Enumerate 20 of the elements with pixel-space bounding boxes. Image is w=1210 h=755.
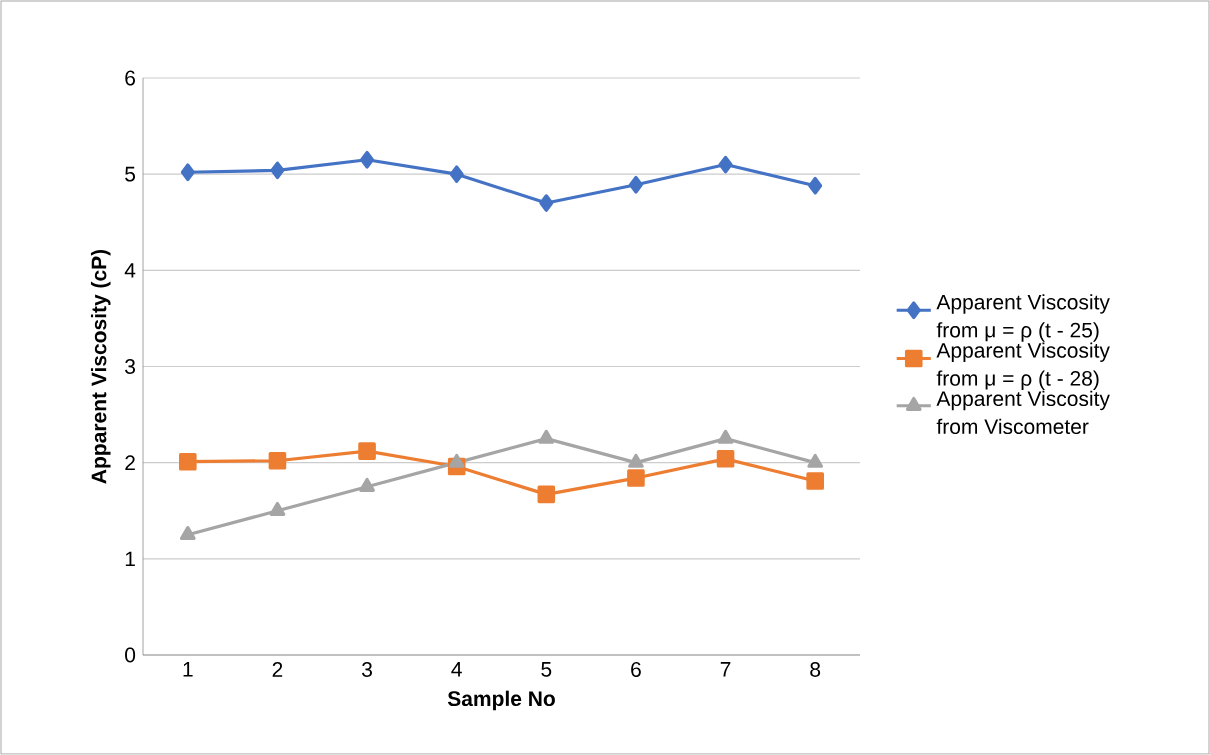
x-tick-label: 4 (451, 662, 462, 677)
y-tick-label: 2 (125, 455, 135, 470)
y-axis-title: Apparent Viscosity (cP) (90, 249, 111, 484)
x-tick-label: 7 (720, 662, 731, 677)
y-tick-label: 3 (125, 359, 136, 374)
legend-label: Apparent Viscosity from μ = ρ (t - 28) (936, 342, 1110, 390)
x-tick-label: 2 (272, 662, 283, 677)
y-tick-label: 5 (125, 166, 136, 182)
x-tick-label: 6 (631, 662, 641, 677)
legend-label: Apparent Viscosity from Viscometer (936, 390, 1110, 435)
x-tick-label: 1 (183, 662, 193, 677)
x-tick-label: 8 (810, 662, 821, 677)
y-tick-label: 6 (125, 70, 136, 86)
x-tick-label: 3 (362, 662, 372, 677)
x-tick-label: 5 (541, 662, 552, 677)
y-tick-label: 1 (125, 551, 135, 567)
x-axis-title: Sample No (447, 690, 555, 711)
legend-label: Apparent Viscosity from μ = ρ (t - 25) (936, 294, 1110, 342)
y-tick-label: 4 (124, 263, 136, 278)
y-tick-label: 0 (125, 647, 136, 663)
